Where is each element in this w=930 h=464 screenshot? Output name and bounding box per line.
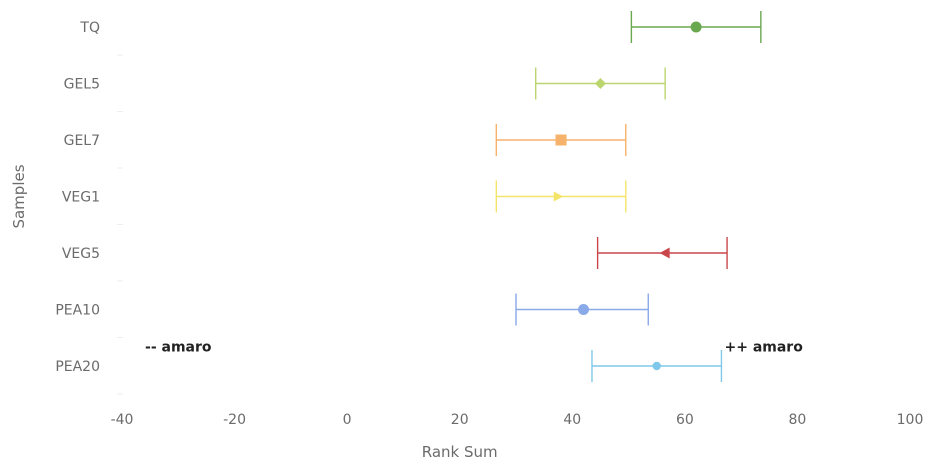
data-point-gel5 — [594, 78, 606, 89]
data-point-pea10 — [578, 304, 590, 315]
category-label-pea10: PEA10 — [55, 303, 100, 319]
series-pea10 — [515, 293, 649, 326]
x-tick-label: 40 — [563, 412, 581, 428]
category-labels: TQ GEL5 GEL7 VEG1 VEG5 PEA10 PEA20 — [55, 20, 123, 395]
series-veg1 — [495, 180, 627, 213]
series-gel5 — [535, 67, 666, 100]
series-gel7 — [495, 124, 627, 156]
category-label-veg1: VEG1 — [62, 190, 100, 206]
series-tq — [630, 11, 762, 43]
x-tick-label: 0 — [343, 412, 352, 428]
x-tick-label: 80 — [789, 412, 807, 428]
series-veg5 — [596, 237, 728, 269]
x-tick-label: 100 — [897, 412, 924, 428]
annotation-label: ++ amaro — [724, 340, 803, 356]
annotations: -- amaro ++ amaro — [145, 340, 803, 356]
x-tick-label: -20 — [223, 412, 246, 428]
y-axis-title: Samples — [10, 164, 28, 228]
data-point-tq — [690, 21, 702, 33]
category-label-tq: TQ — [79, 20, 100, 36]
category-label-veg5: VEG5 — [62, 246, 100, 262]
data-point-veg1 — [553, 191, 564, 202]
chart-marks — [495, 11, 762, 382]
x-tick-labels: -40 -20 0 20 40 60 80 100 — [111, 412, 924, 428]
x-tick-label: -40 — [111, 412, 134, 428]
category-label-gel7: GEL7 — [64, 133, 100, 149]
series-pea20 — [591, 350, 723, 382]
x-axis-title: Rank Sum — [422, 443, 498, 461]
data-point-veg5 — [659, 247, 670, 259]
x-tick-label: 20 — [451, 412, 469, 428]
category-label-gel5: GEL5 — [64, 77, 100, 93]
annotation-label: -- amaro — [145, 340, 212, 356]
data-point-gel7 — [555, 134, 567, 146]
x-tick-label: 60 — [676, 412, 694, 428]
category-label-pea20: PEA20 — [55, 359, 100, 375]
data-point-pea20 — [652, 361, 661, 371]
